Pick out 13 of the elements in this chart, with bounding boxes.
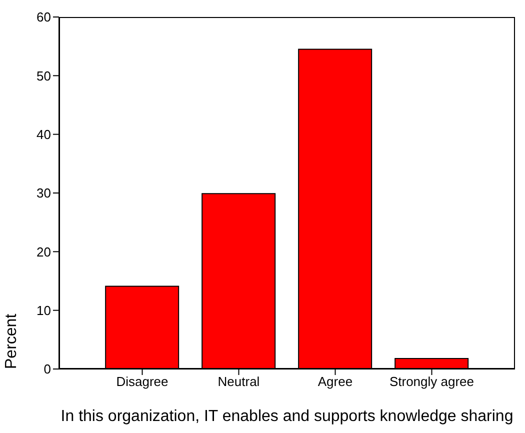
y-tick-label: 10	[36, 302, 51, 318]
y-tick-label: 30	[36, 186, 51, 201]
y-tick-label: 20	[36, 244, 51, 260]
x-tick-label: Strongly agree	[389, 374, 474, 390]
y-tick-label: 0	[44, 362, 51, 377]
x-tick-label: Agree	[318, 374, 353, 390]
y-tick-label: 40	[36, 126, 51, 142]
y-tick-label: 50	[36, 68, 51, 84]
x-tick-label: Disagree	[116, 374, 168, 390]
y-tick-label: 60	[36, 10, 51, 25]
x-axis-title: In this organization, IT enables and supports knowledge sharing	[60, 408, 514, 425]
y-axis-title: Percent	[3, 313, 20, 369]
x-tick-label: Neutral	[218, 374, 260, 390]
